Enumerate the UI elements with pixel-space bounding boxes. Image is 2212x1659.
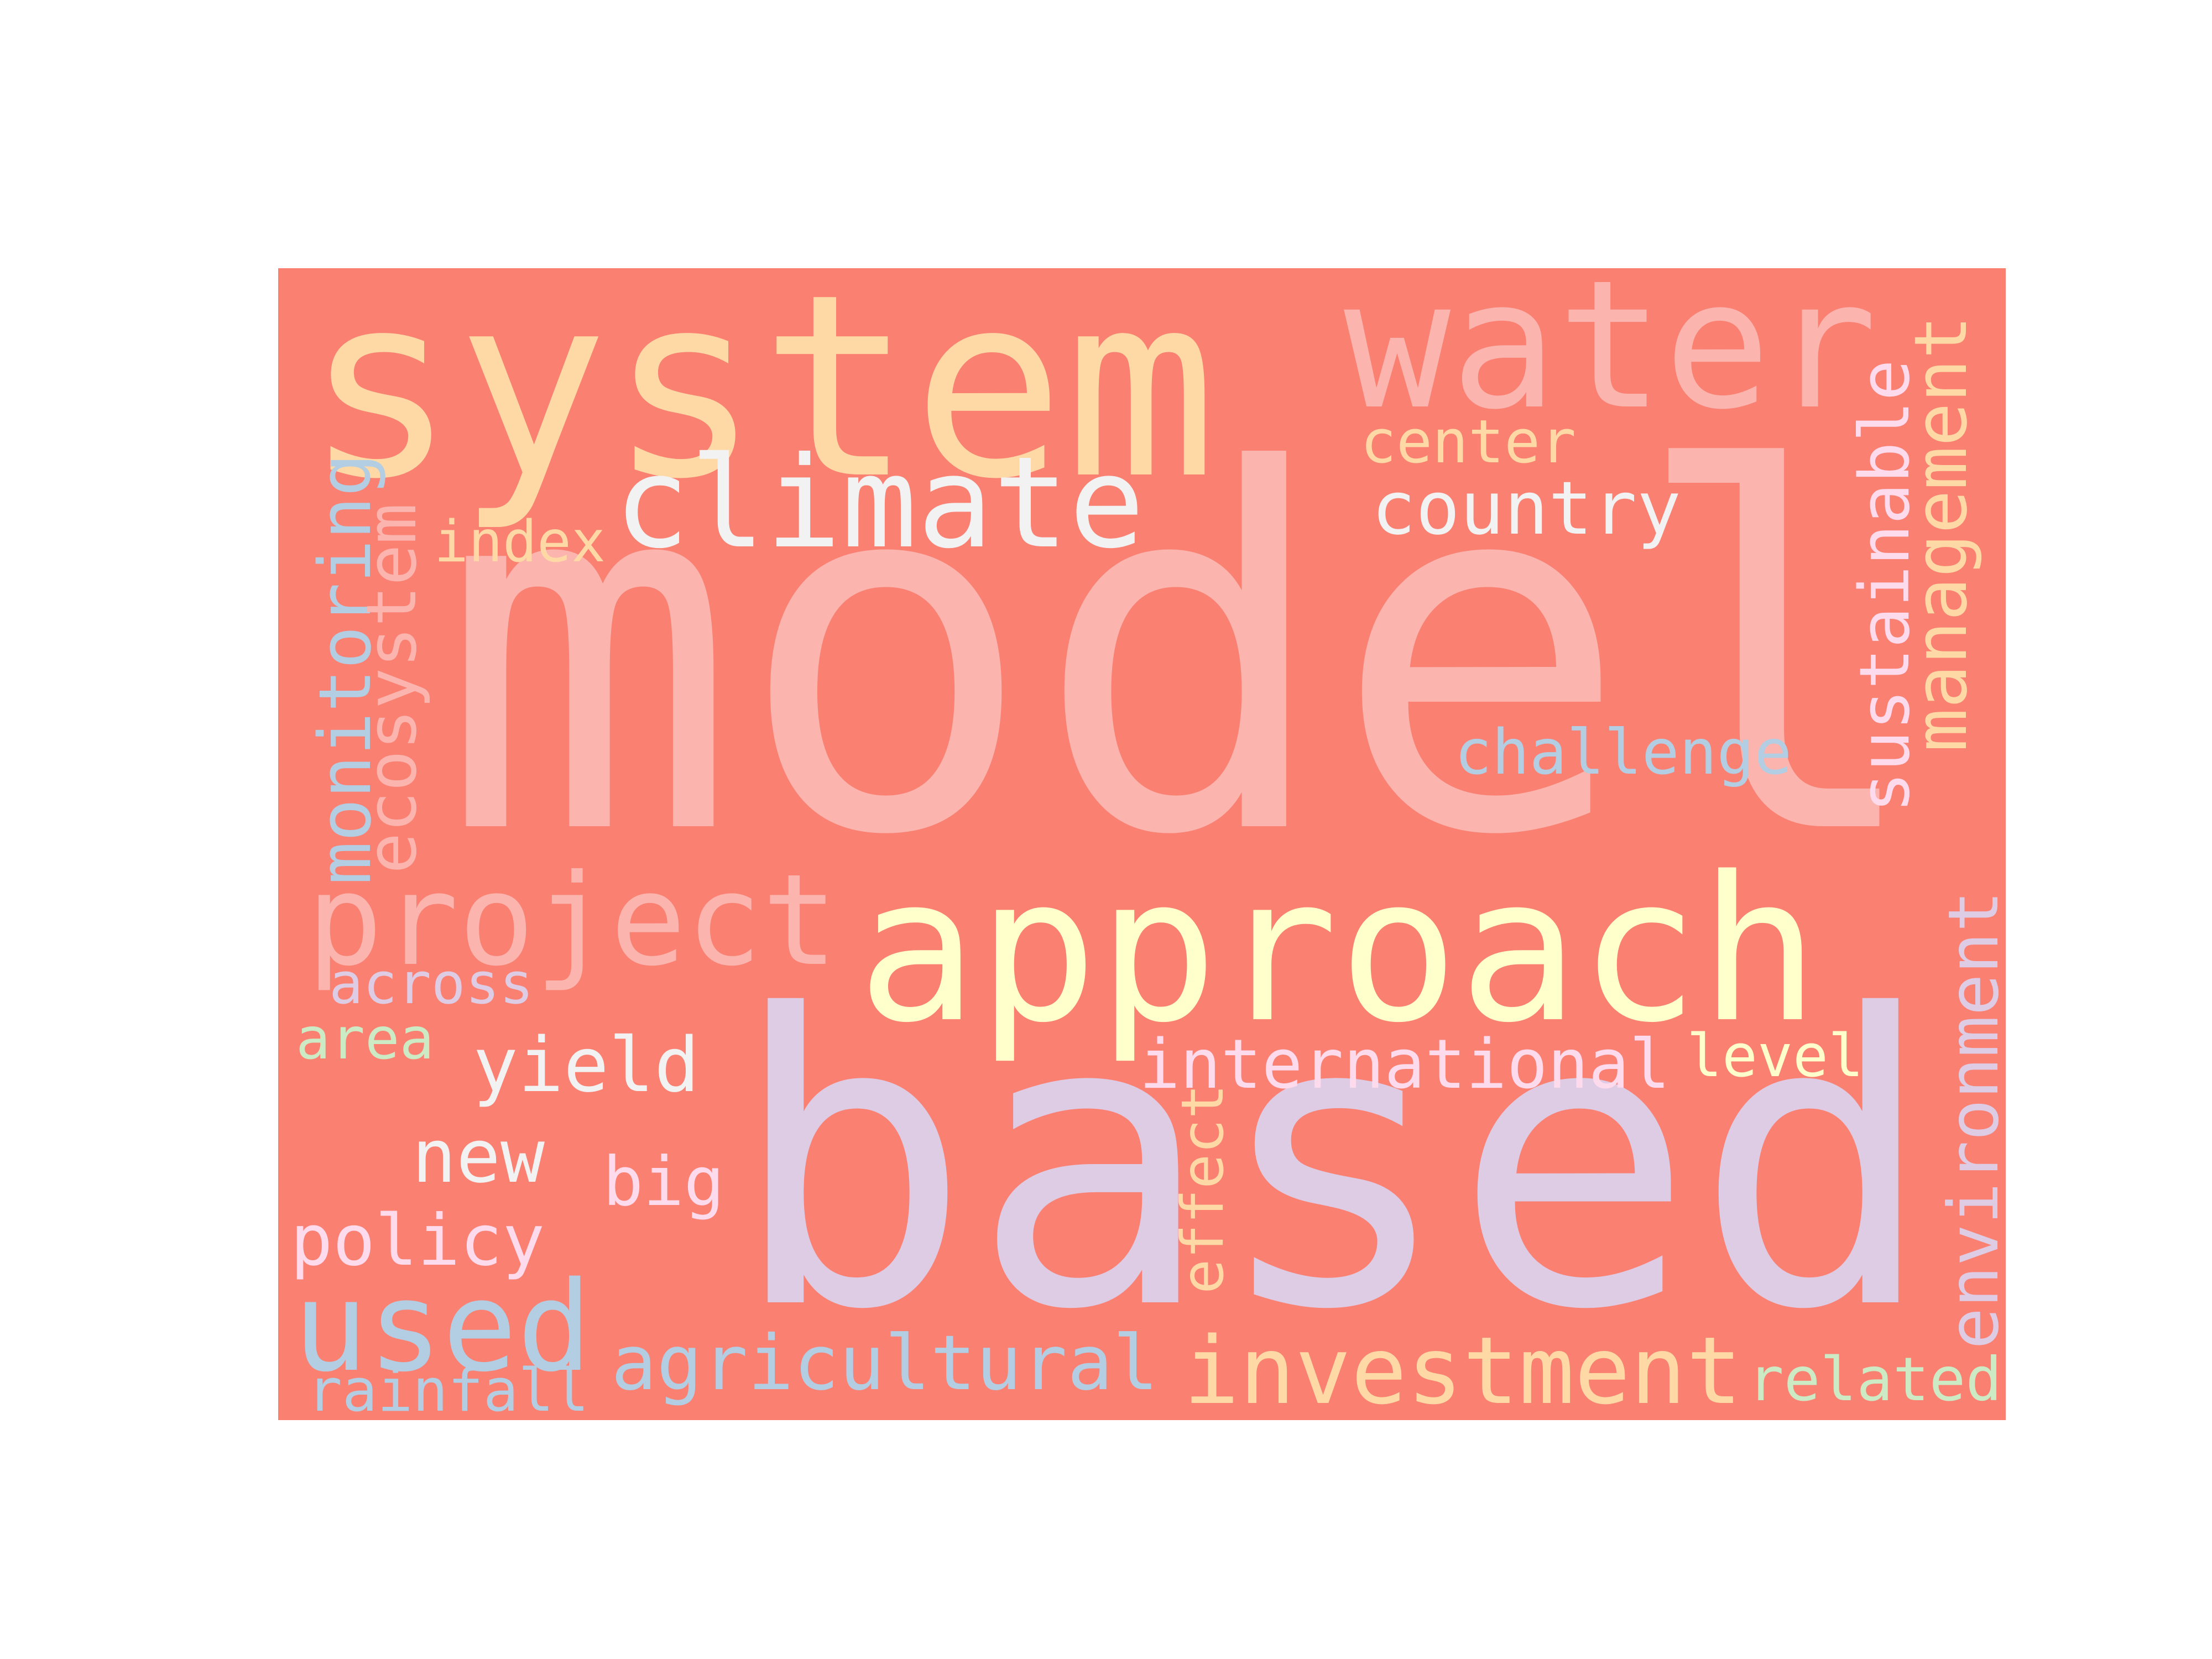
word-sustainable: sustainable: [1845, 359, 1926, 813]
word-challenge: challenge: [1454, 715, 1792, 789]
word-project: project: [307, 847, 838, 994]
word-international: international: [1139, 1024, 1671, 1104]
word-cloud: model based system water approach climat…: [278, 268, 2006, 1420]
word-related: related: [1747, 1344, 2002, 1415]
word-environment: environment: [1933, 890, 2006, 1349]
word-rainfall: rainfall: [307, 1357, 589, 1420]
word-ecosystem: ecosystem: [352, 503, 432, 874]
word-based: based: [730, 930, 1936, 1397]
word-big: big: [603, 1142, 724, 1221]
word-climate: climate: [614, 430, 1145, 577]
word-area: area: [296, 1006, 434, 1073]
word-model: model: [440, 367, 1928, 943]
word-investment: investment: [1183, 1317, 1743, 1420]
word-policy: policy: [290, 1200, 545, 1282]
word-used: used: [293, 1254, 592, 1399]
word-level: level: [1687, 1021, 1864, 1091]
word-water: water: [1344, 268, 1877, 448]
word-agricultural: agricultural: [611, 1319, 1159, 1407]
word-across: across: [329, 951, 534, 1017]
word-index: index: [434, 508, 606, 575]
word-yield: yield: [473, 1022, 700, 1110]
word-system: system: [304, 268, 1217, 534]
word-new: new: [412, 1114, 545, 1200]
word-approach: approach: [857, 834, 1820, 1067]
word-center: center: [1360, 408, 1577, 477]
word-country: country: [1371, 466, 1681, 551]
word-effect: effect: [1168, 1084, 1237, 1294]
